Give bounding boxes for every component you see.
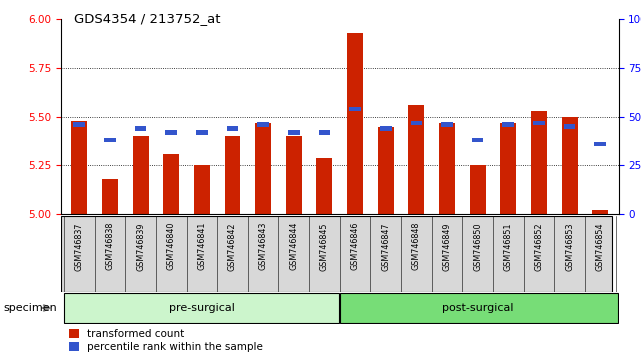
Text: GSM746841: GSM746841 xyxy=(197,222,206,270)
Text: GSM746852: GSM746852 xyxy=(535,222,544,271)
Bar xyxy=(64,293,339,323)
Bar xyxy=(410,120,422,125)
Bar xyxy=(470,165,486,214)
Text: GSM746843: GSM746843 xyxy=(258,222,268,270)
Bar xyxy=(439,123,455,214)
Bar xyxy=(380,126,392,131)
Bar xyxy=(592,210,608,214)
Bar xyxy=(255,123,271,214)
Bar xyxy=(194,165,210,214)
Bar xyxy=(378,126,394,214)
Bar xyxy=(441,122,453,127)
Text: GSM746839: GSM746839 xyxy=(136,222,145,270)
Bar xyxy=(163,154,179,214)
Bar xyxy=(594,142,606,146)
Text: GSM746838: GSM746838 xyxy=(105,222,115,270)
Bar xyxy=(562,117,578,214)
Text: GSM746842: GSM746842 xyxy=(228,222,237,270)
Bar xyxy=(224,136,240,214)
Bar xyxy=(104,138,116,142)
Text: GSM746854: GSM746854 xyxy=(595,222,604,270)
Bar xyxy=(288,130,299,135)
Text: specimen: specimen xyxy=(3,303,57,313)
Bar xyxy=(349,107,361,111)
Text: GSM746848: GSM746848 xyxy=(412,222,421,270)
Bar xyxy=(531,111,547,214)
Bar xyxy=(472,138,483,142)
Bar xyxy=(503,122,514,127)
Bar xyxy=(165,130,177,135)
Bar xyxy=(286,136,302,214)
Bar xyxy=(500,123,516,214)
Bar xyxy=(102,179,118,214)
Text: GSM746851: GSM746851 xyxy=(504,222,513,270)
Legend: transformed count, percentile rank within the sample: transformed count, percentile rank withi… xyxy=(69,329,263,352)
Text: pre-surgical: pre-surgical xyxy=(169,303,235,313)
Bar xyxy=(133,136,149,214)
Text: GSM746845: GSM746845 xyxy=(320,222,329,270)
Text: GSM746846: GSM746846 xyxy=(351,222,360,270)
Bar xyxy=(227,126,238,131)
Text: GSM746837: GSM746837 xyxy=(75,222,84,270)
Bar xyxy=(74,122,85,127)
Text: GSM746853: GSM746853 xyxy=(565,222,574,270)
Bar xyxy=(533,120,545,125)
Text: post-surgical: post-surgical xyxy=(442,303,513,313)
Bar xyxy=(71,121,87,214)
Bar xyxy=(340,293,618,323)
Text: GSM746849: GSM746849 xyxy=(442,222,451,270)
Bar xyxy=(135,126,146,131)
Bar xyxy=(317,158,333,214)
Text: GSM746844: GSM746844 xyxy=(289,222,298,270)
Text: GSM746847: GSM746847 xyxy=(381,222,390,270)
Text: GDS4354 / 213752_at: GDS4354 / 213752_at xyxy=(74,12,221,25)
Bar xyxy=(196,130,208,135)
Bar xyxy=(319,130,330,135)
Text: GSM746850: GSM746850 xyxy=(473,222,482,270)
Bar xyxy=(257,122,269,127)
Bar xyxy=(408,105,424,214)
Text: GSM746840: GSM746840 xyxy=(167,222,176,270)
Bar xyxy=(347,33,363,214)
Bar xyxy=(563,124,576,129)
